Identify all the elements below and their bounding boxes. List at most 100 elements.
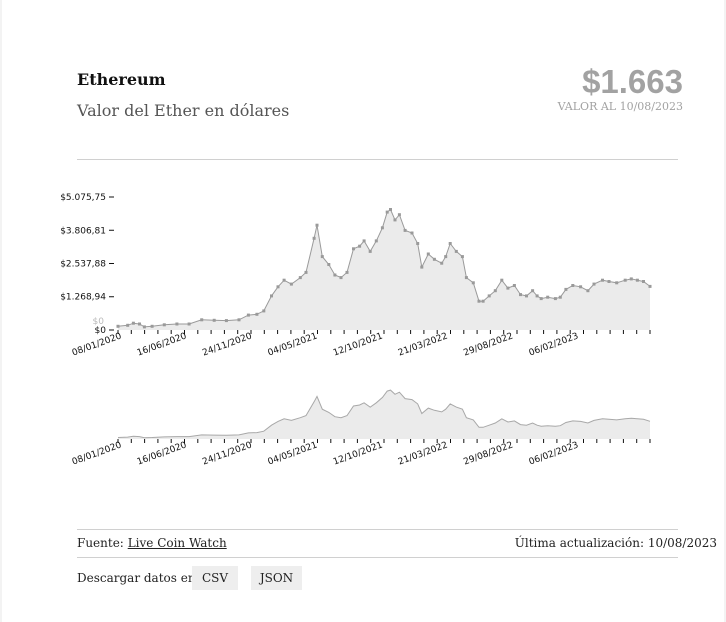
data-point [416,242,420,245]
current-value: $1.663 [582,63,683,100]
current-value-date: VALOR AL 10/08/2023 [557,100,683,113]
data-point [315,223,319,227]
data-point [126,323,130,327]
data-point [403,228,407,232]
data-point [558,295,562,299]
x-tick-label: 21/03/2022 [397,440,449,467]
data-point [564,287,568,291]
source-line: Fuente: Live Coin Watch [77,536,227,550]
data-point [282,278,286,282]
data-point [623,278,627,282]
footer-bottom-divider [77,557,678,558]
data-point [380,226,384,230]
data-point [460,255,464,259]
data-point [327,263,331,266]
data-point [615,281,619,285]
data-point [276,285,280,289]
x-tick-label: 16/06/2020 [136,440,188,467]
main-series-area [118,209,650,330]
download-label: Descargar datos en: [77,571,200,585]
data-point [493,289,497,293]
data-point [320,255,324,259]
data-point [410,231,414,235]
data-point [464,276,468,280]
data-point [246,313,250,317]
data-point [212,318,216,322]
data-point [571,284,575,287]
data-point [298,276,302,280]
x-tick-label: 29/08/2022 [462,331,514,358]
y-tick-label: $5.075,75 [60,193,106,203]
data-point [546,295,550,299]
data-point [162,323,166,327]
chart-title: Ethereum [77,70,166,89]
x-tick-label: 21/03/2022 [397,331,449,358]
data-point [432,257,436,261]
data-point [519,293,522,297]
data-point [304,270,308,274]
data-point [635,278,639,282]
data-point [506,286,510,290]
data-point [535,294,539,298]
data-point [138,322,141,326]
data-point [454,249,458,253]
data-point [131,321,135,325]
data-point [481,299,485,303]
header-divider [77,159,678,160]
data-point [629,277,633,281]
navigator-series-area [118,390,650,439]
data-point [477,299,481,303]
download-json-button[interactable]: JSON [251,566,302,590]
data-point [175,322,179,326]
x-tick-label: 24/11/2020 [201,331,253,358]
data-point [339,276,343,280]
data-point [642,280,645,283]
x-tick-label: 24/11/2020 [201,440,253,467]
data-point [150,324,154,328]
data-point [397,213,401,217]
x-tick-label: 08/01/2020 [71,440,123,467]
data-point [607,280,611,283]
data-point [539,297,543,301]
data-point [289,282,293,286]
y-tick-label: $1.268,94 [60,293,106,303]
data-point [237,318,241,322]
x-tick-label: 12/10/2021 [332,331,384,358]
data-point [224,319,228,323]
data-point [352,247,355,251]
source-label: Fuente: [77,536,124,550]
data-point [512,284,516,287]
navigator-series-line [117,389,651,439]
y-tick-label: $3.806,81 [60,226,106,236]
y-tick-label: $0 [95,326,107,336]
data-point [362,239,366,243]
data-point [312,236,316,240]
x-tick-label: 06/02/2023 [528,331,580,358]
data-point [270,294,273,298]
x-tick-label: 12/10/2021 [332,440,384,467]
data-point [333,273,337,277]
download-csv-button[interactable]: CSV [192,566,238,590]
data-point [385,210,389,214]
data-point [426,252,430,256]
data-point [374,239,378,243]
chart-subtitle: Valor del Ether en dólares [77,101,290,120]
data-point [553,297,557,301]
data-point [187,322,191,326]
data-point [648,284,652,288]
data-point [262,309,266,313]
data-point [525,294,528,298]
data-point [389,208,392,211]
source-link[interactable]: Live Coin Watch [127,536,227,550]
last-updated: Última actualización: 10/08/2023 [514,536,717,550]
data-point [345,270,349,274]
y-tick-label: $2.537,88 [60,259,106,269]
data-point [116,324,120,328]
data-point [601,278,604,282]
x-tick-label: 16/06/2020 [136,331,188,358]
data-point [448,242,452,245]
x-tick-label: 29/08/2022 [462,440,514,467]
x-tick-label: 04/05/2021 [267,440,319,467]
data-point [420,265,424,269]
